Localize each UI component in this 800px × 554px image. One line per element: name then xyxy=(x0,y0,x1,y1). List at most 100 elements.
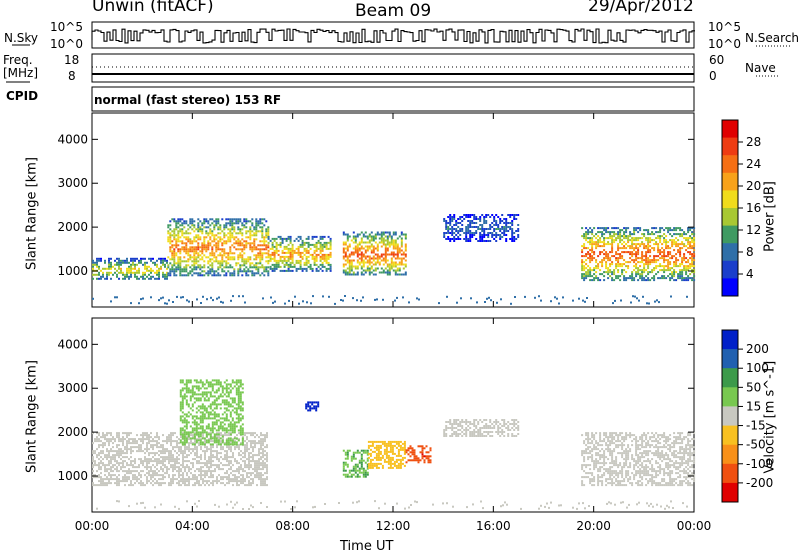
velocity-pixel xyxy=(193,421,196,424)
velocity-pixel xyxy=(130,452,132,455)
velocity-pixel xyxy=(134,474,136,477)
power-pixel xyxy=(685,245,688,248)
power-pixel xyxy=(374,233,377,236)
power-pixel xyxy=(605,231,608,234)
power-pixel xyxy=(197,252,200,255)
velocity-pixel xyxy=(164,464,166,467)
power-pixel xyxy=(177,262,180,265)
power-pixel xyxy=(603,245,606,248)
power-pixel xyxy=(344,243,347,246)
power-pixel xyxy=(120,263,122,266)
power-pixel xyxy=(641,275,644,278)
power-pixel xyxy=(177,244,180,247)
power-pixel xyxy=(305,237,308,240)
power-pixel xyxy=(162,259,164,262)
power-pixel xyxy=(669,233,672,236)
velocity-pixel xyxy=(144,452,146,455)
power-pixel xyxy=(253,266,256,269)
power-pixel xyxy=(110,263,112,266)
velocity-pixel xyxy=(216,482,218,485)
velocity-pixel xyxy=(232,464,234,467)
power-pixel xyxy=(307,251,310,254)
velocity-pixel xyxy=(254,444,256,447)
power-pixel xyxy=(207,272,210,275)
power-ground-pixel xyxy=(176,295,178,298)
power-pixel xyxy=(271,269,274,272)
power-pixel xyxy=(451,218,454,220)
velocity-pixel xyxy=(128,440,130,443)
velocity-pixel xyxy=(140,438,142,441)
power-pixel xyxy=(303,247,306,250)
velocity-pixel xyxy=(262,460,264,463)
power-pixel xyxy=(96,259,98,262)
power-pixel xyxy=(344,269,347,272)
velocity-pixel xyxy=(160,474,162,477)
power-pixel xyxy=(404,233,407,236)
power-pixel xyxy=(625,235,628,238)
power-ground-pixel xyxy=(632,295,634,298)
power-pixel xyxy=(106,271,108,274)
velocity-pixel xyxy=(200,438,202,441)
velocity-pixel xyxy=(152,446,154,449)
power-pixel xyxy=(231,236,234,239)
power-pixel xyxy=(177,256,180,259)
power-pixel xyxy=(348,273,351,276)
velocity-pixel xyxy=(213,427,216,430)
power-pixel xyxy=(265,246,268,249)
power-pixel xyxy=(249,264,252,267)
velocity-pixel xyxy=(181,401,184,404)
power-pixel xyxy=(221,256,224,259)
velocity-pixel xyxy=(234,480,236,483)
power-pixel xyxy=(241,224,244,227)
power-pixel xyxy=(392,231,395,234)
velocity-pixel xyxy=(185,383,188,386)
power-ground-pixel xyxy=(270,296,272,299)
velocity-pixel xyxy=(212,474,214,477)
velocity-pixel xyxy=(191,403,194,406)
velocity-pixel xyxy=(256,470,258,473)
power-pixel xyxy=(605,251,608,254)
power-pixel xyxy=(243,240,246,243)
power-pixel xyxy=(681,269,684,272)
velocity-pixel xyxy=(191,417,194,420)
power-pixel xyxy=(625,243,628,246)
power-pixel xyxy=(653,257,656,260)
power-pixel xyxy=(213,270,216,273)
velocity-pixel xyxy=(260,464,262,467)
velocity-pixel xyxy=(164,452,166,455)
power-pixel xyxy=(203,244,206,247)
velocity-pixel xyxy=(193,437,196,440)
power-pixel xyxy=(681,235,684,238)
velocity-pixel xyxy=(174,474,176,477)
velocity-pixel xyxy=(235,443,238,446)
velocity-pixel xyxy=(191,431,194,434)
power-pixel xyxy=(158,273,160,276)
velocity-pixel xyxy=(196,446,198,449)
power-pixel xyxy=(378,233,381,236)
velocity-pixel xyxy=(258,462,260,465)
velocity-pixel xyxy=(150,474,152,477)
velocity-pixel xyxy=(195,441,198,444)
power-pixel xyxy=(659,253,662,256)
power-pixel xyxy=(459,234,462,236)
velocity-pixel xyxy=(219,385,222,388)
velocity-pixel xyxy=(185,387,188,390)
velocity-pixel xyxy=(229,425,232,428)
velocity-pixel xyxy=(168,482,170,485)
power-pixel xyxy=(98,271,100,274)
velocity-pixel xyxy=(166,436,168,439)
velocity-pixel xyxy=(102,434,104,437)
power-pixel xyxy=(585,253,588,256)
velocity-pixel xyxy=(229,389,232,392)
velocity-pixel xyxy=(226,450,228,453)
velocity-pixel xyxy=(213,441,216,444)
power-pixel xyxy=(315,235,318,238)
power-pixel xyxy=(400,231,403,234)
power-pixel xyxy=(181,228,184,231)
power-pixel xyxy=(257,270,260,273)
velocity-pixel xyxy=(256,462,258,465)
power-pixel xyxy=(329,253,332,256)
power-pixel xyxy=(378,237,381,240)
power-pixel xyxy=(639,237,642,240)
power-pixel xyxy=(179,228,182,231)
